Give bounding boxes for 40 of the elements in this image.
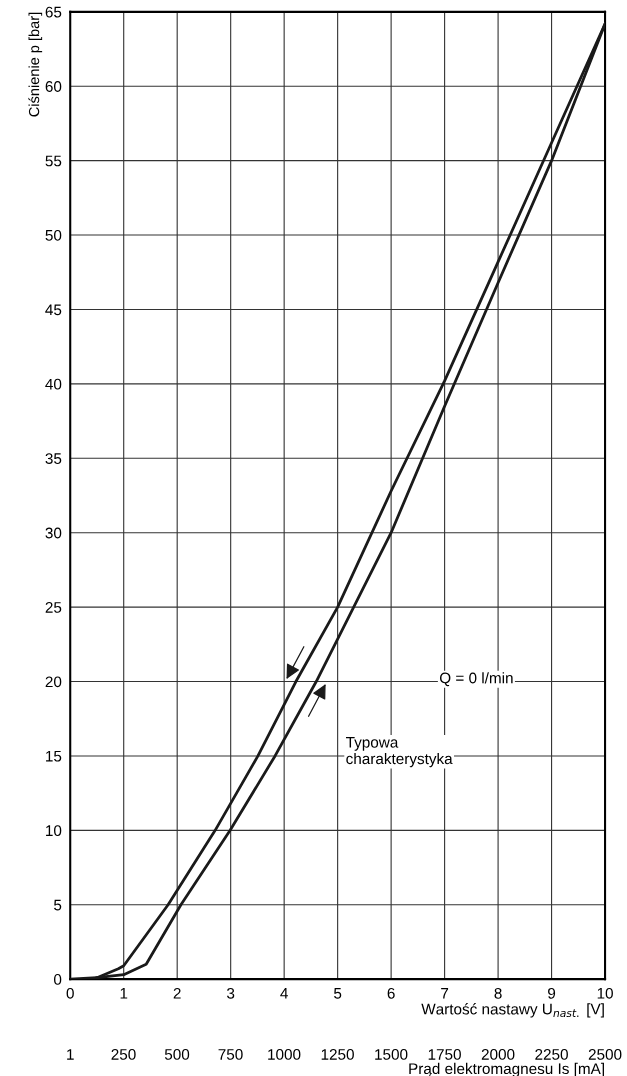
x-tick-label: 4 (280, 988, 288, 999)
x-tick-label: 0 (66, 987, 74, 999)
x2-tick-label: 2500 (588, 1049, 622, 1060)
annotation: Q = 0 l/min (439, 672, 513, 687)
x-tick-label: 7 (441, 988, 449, 999)
y-tick-label: 20 (45, 676, 62, 688)
x2-tick-label: 1500 (375, 1049, 408, 1060)
x-tick-label: 8 (494, 987, 502, 999)
x-axis-title: Wartość nastawy U$_{nast.}$ [V] (421, 1003, 604, 1018)
y-tick-label: 0 (53, 974, 62, 985)
y-tick-label: 55 (45, 155, 62, 167)
x2-tick-label: 1250 (321, 1049, 354, 1060)
y-tick-label: 30 (45, 527, 62, 539)
y-tick-label: 60 (45, 81, 62, 92)
x2-tick-label: 750 (218, 1049, 243, 1060)
y-tick-label: 50 (45, 229, 62, 241)
x-tick-label: 10 (597, 987, 613, 999)
x2-tick-label: 1750 (428, 1049, 461, 1060)
x-tick-label: 5 (334, 988, 342, 999)
x-tick-label: 2 (173, 987, 181, 999)
x2-tick-label: 2000 (481, 1049, 515, 1060)
y-tick-label: 65 (45, 6, 62, 18)
x-tick-label: 3 (227, 987, 235, 999)
x-tick-label: 6 (387, 987, 395, 999)
x2-tick-label: 1 (67, 1049, 74, 1060)
x-tick-label: 1 (120, 988, 128, 999)
x2-tick-label: 2250 (535, 1049, 568, 1060)
y-axis-title: Ciśnienie p [bar] (28, 12, 43, 117)
annotation: Typowa charakterystyka (346, 737, 453, 768)
y-tick-label: 35 (45, 453, 62, 464)
y-tick-label: 40 (45, 378, 62, 390)
x2-tick-label: 500 (164, 1049, 190, 1060)
y-tick-label: 5 (54, 899, 62, 911)
x2-tick-label: 1000 (268, 1049, 301, 1060)
x-tick-label: 9 (548, 987, 556, 999)
y-tick-label: 15 (46, 750, 62, 762)
y-tick-label: 10 (46, 825, 62, 837)
y-tick-label: 45 (45, 304, 62, 316)
x2-tick-label: 250 (111, 1049, 136, 1060)
y-tick-label: 25 (45, 601, 62, 613)
